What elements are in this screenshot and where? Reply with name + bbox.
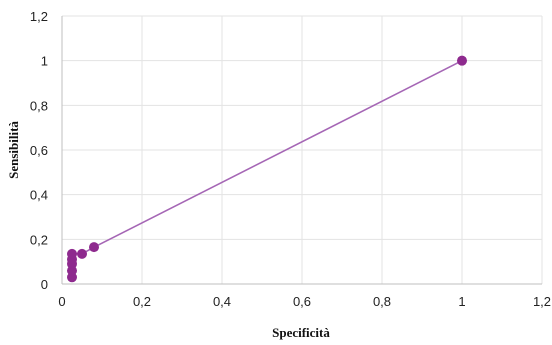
y-tick-label: 0: [41, 277, 48, 292]
y-tick-label: 0,4: [30, 188, 48, 203]
y-tick-label: 0,2: [30, 232, 48, 247]
y-tick-label: 1,2: [30, 9, 48, 24]
data-point: [457, 55, 467, 66]
plot-area: [61, 16, 542, 285]
x-tick-label: 1: [458, 294, 465, 309]
y-tick-label: 0,6: [30, 143, 48, 158]
data-point: [67, 248, 77, 259]
x-tick-label: 0,2: [133, 294, 151, 309]
series: [67, 55, 467, 283]
y-axis-title: Sensibilità: [6, 121, 21, 179]
x-tick-label: 1,2: [533, 294, 551, 309]
x-axis-title: Specificità: [272, 325, 330, 340]
y-axis-ticks: 0 0,2 0,4 0,6 0,8 1 1,2: [30, 9, 48, 292]
series-line: [71, 59, 463, 278]
y-tick-label: 1: [41, 54, 48, 69]
y-tick-label: 0,8: [30, 98, 48, 113]
x-tick-label: 0,8: [373, 294, 391, 309]
data-point: [77, 248, 87, 259]
grid: [61, 15, 543, 285]
x-axis-ticks: 0 0,2 0,4 0,6 0,8 1 1,2: [58, 294, 551, 309]
x-tick-label: 0,4: [213, 294, 231, 309]
x-tick-label: 0,6: [293, 294, 311, 309]
data-point: [89, 242, 99, 253]
x-tick-label: 0: [58, 294, 65, 309]
